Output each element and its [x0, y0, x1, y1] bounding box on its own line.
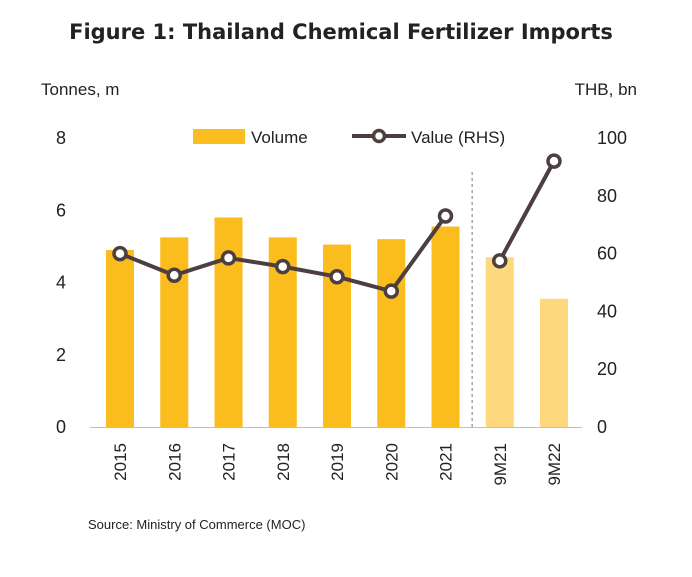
category-label: 2020 — [382, 443, 401, 481]
volume-bar — [214, 217, 243, 427]
volume-bar — [377, 239, 406, 427]
category-label: 2019 — [328, 443, 347, 481]
value-point — [492, 253, 508, 269]
category-label: 2018 — [274, 443, 293, 481]
legend-swatch-value-marker — [371, 128, 387, 144]
left-tick-label: 4 — [56, 273, 66, 293]
legend: Volume Value (RHS) — [193, 128, 505, 147]
category-label: 9M21 — [491, 443, 510, 486]
category-labels: 2015 2016 2017 2018 2019 2020 2021 9M21 9M22 — [111, 443, 564, 486]
value-point — [329, 268, 345, 285]
chart-title: Figure 1: Thailand Chemical Fertilizer I… — [69, 20, 613, 44]
right-tick-label: 20 — [597, 359, 617, 379]
left-tick-label: 2 — [56, 345, 66, 365]
value-point — [546, 153, 562, 169]
category-label: 2021 — [437, 443, 456, 481]
category-label: 2017 — [220, 443, 239, 481]
volume-bar — [431, 226, 460, 427]
left-axis-label: Tonnes, m — [41, 80, 119, 99]
legend-label-value: Value (RHS) — [411, 128, 505, 147]
value-line-segment — [497, 160, 556, 262]
right-tick-label: 80 — [597, 186, 617, 206]
category-label: 2015 — [111, 443, 130, 481]
right-tick-label: 100 — [597, 128, 627, 148]
volume-bar — [160, 237, 189, 427]
right-axis-label: THB, bn — [575, 80, 637, 99]
volume-bar — [106, 249, 134, 427]
volume-bar — [540, 298, 568, 427]
left-tick-label: 8 — [56, 128, 66, 148]
value-point — [383, 283, 399, 299]
volume-bars — [106, 217, 568, 427]
source-note: Source: Ministry of Commerce (MOC) — [88, 517, 305, 532]
value-line-series — [112, 153, 562, 299]
volume-bar — [485, 257, 514, 427]
left-tick-label: 6 — [56, 200, 66, 220]
right-tick-label: 40 — [597, 301, 617, 321]
value-point — [112, 245, 128, 262]
value-point — [275, 258, 291, 275]
value-point — [220, 250, 237, 266]
right-tick-label: 0 — [597, 417, 607, 437]
legend-label-volume: Volume — [251, 128, 308, 147]
category-label: 9M22 — [545, 443, 564, 486]
right-tick-label: 60 — [597, 244, 617, 264]
category-label: 2016 — [165, 443, 184, 481]
legend-swatch-volume — [193, 129, 245, 144]
value-point — [437, 208, 454, 224]
left-axis-ticks: 0 2 4 6 8 — [56, 128, 66, 437]
value-point — [166, 267, 182, 284]
right-axis-ticks: 0 20 40 60 80 100 — [597, 128, 627, 437]
left-tick-label: 0 — [56, 417, 66, 437]
